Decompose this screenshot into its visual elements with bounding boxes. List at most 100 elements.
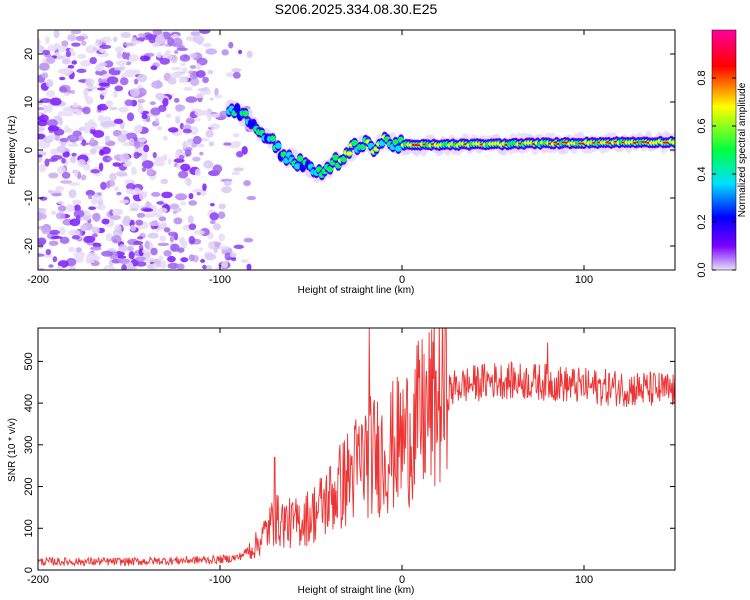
spectrogram-cell xyxy=(79,224,88,232)
spectrogram-cell xyxy=(106,180,111,189)
spectrogram-cell xyxy=(214,94,223,99)
spectrogram-cell xyxy=(178,77,188,84)
spectrogram-cell xyxy=(157,125,163,131)
spectrogram-cell xyxy=(75,35,85,42)
spectrogram-cell xyxy=(120,31,132,39)
spectrogram-cell xyxy=(152,151,157,159)
spectrogram-cell xyxy=(42,254,53,258)
spectrogram-cell xyxy=(395,145,402,152)
spectrogram-cell xyxy=(80,40,87,46)
spectrogram-cell xyxy=(63,92,70,97)
spectrogram-cell xyxy=(75,109,82,116)
spectrogram-cell xyxy=(156,51,162,58)
spectrogram-cell xyxy=(58,227,66,236)
spectrogram-cell xyxy=(91,226,100,234)
spectrogram-cell xyxy=(134,78,139,85)
spectrogram-cell xyxy=(55,185,64,192)
spectrogram-cell xyxy=(71,60,78,65)
spectrogram-cell xyxy=(38,133,46,140)
spectrogram-cell xyxy=(198,247,204,251)
x-tick-label: 0 xyxy=(399,274,405,286)
spectrogram-cell xyxy=(183,86,193,91)
y-tick-label: 200 xyxy=(23,477,35,495)
spectrogram-cell xyxy=(351,140,358,146)
spectrogram-cell xyxy=(241,146,248,155)
spectrogram-cell xyxy=(112,228,123,237)
spectrogram-cell xyxy=(72,199,82,205)
spectrogram-cell xyxy=(205,48,218,55)
spectrogram-cell xyxy=(269,136,276,142)
spectrogram-cell xyxy=(195,118,201,122)
spectrogram-cell xyxy=(126,183,136,191)
spectrogram-cell xyxy=(134,256,147,262)
spectrogram-cell xyxy=(144,257,156,263)
spectrogram-cell xyxy=(246,263,252,270)
spectrogram-cell xyxy=(188,223,197,231)
spectrogram-cell xyxy=(185,96,198,103)
spectrogram-cell xyxy=(68,189,77,199)
spectrogram-cell xyxy=(152,212,163,218)
x-tick-label: 100 xyxy=(575,274,593,286)
spectrogram-cell xyxy=(45,79,54,88)
spectrogram-cell xyxy=(215,265,223,270)
spectrogram-cell xyxy=(153,159,166,167)
spectrogram-cell xyxy=(326,166,334,172)
spectrogram-cell xyxy=(175,193,188,201)
spectrogram-cell xyxy=(88,119,94,125)
spectrogram-cell xyxy=(85,45,98,54)
spectrogram-cell xyxy=(98,77,103,84)
spectrogram-cell xyxy=(194,109,205,117)
spectrogram-cell xyxy=(137,33,146,38)
spectrogram-cell xyxy=(85,96,94,105)
spectrogram-cell xyxy=(112,36,118,42)
spectrogram-noise-region xyxy=(38,30,257,270)
spectrogram-cell xyxy=(85,255,91,264)
spectrogram-cell xyxy=(83,124,91,134)
spectrogram-x-label: Height of straight line (km) xyxy=(298,285,415,296)
spectrogram-cell xyxy=(141,160,154,169)
spectrogram-cell xyxy=(112,208,124,216)
spectrogram-cell xyxy=(242,110,249,116)
spectrogram-cell xyxy=(246,195,257,201)
spectrogram-cell xyxy=(38,154,43,158)
spectrogram-cell xyxy=(246,50,253,59)
spectrogram-cell xyxy=(150,204,158,214)
spectrogram-cell xyxy=(146,264,154,269)
spectrogram-cell xyxy=(38,263,41,270)
spectrogram-cell xyxy=(135,219,144,226)
spectrogram-cell xyxy=(106,76,119,85)
spectrogram-cell xyxy=(218,245,230,250)
spectrogram-cell xyxy=(68,246,76,253)
spectrogram-cell xyxy=(98,203,106,211)
spectrogram-cell xyxy=(48,172,59,179)
spectrogram-cell xyxy=(103,116,112,121)
spectrogram-cell xyxy=(203,43,211,48)
spectrogram-cell xyxy=(155,259,163,268)
spectrogram-cell xyxy=(86,86,98,90)
y-tick-label: 0 xyxy=(23,147,35,153)
spectrogram-cell xyxy=(119,129,128,135)
spectrogram-cell xyxy=(97,39,103,47)
spectrogram-cell xyxy=(155,117,160,124)
spectrogram-cell xyxy=(90,196,98,206)
spectrogram-cell xyxy=(104,135,111,143)
spectrogram-cell xyxy=(170,72,182,79)
spectrogram-cell xyxy=(177,170,189,179)
spectrogram-cell xyxy=(112,162,121,167)
spectrogram-cell xyxy=(231,171,241,176)
x-tick-label: -200 xyxy=(27,274,49,286)
spectrogram-cell xyxy=(122,51,127,60)
spectrogram-cell xyxy=(87,193,93,200)
spectrogram-cell xyxy=(102,155,112,163)
colorbar-tick-label: 0.2 xyxy=(696,214,708,229)
y-tick-label: 300 xyxy=(23,436,35,454)
spectrogram-cell xyxy=(116,191,122,196)
x-tick-label: 100 xyxy=(575,574,593,586)
spectrogram-cell xyxy=(195,70,206,78)
spectrogram-cell xyxy=(57,200,65,205)
spectrogram-cell xyxy=(129,207,139,212)
spectrogram-cell xyxy=(111,258,121,264)
spectrogram-cell xyxy=(169,235,174,243)
spectrogram-cell xyxy=(209,212,219,221)
spectrogram-cell xyxy=(170,66,182,71)
